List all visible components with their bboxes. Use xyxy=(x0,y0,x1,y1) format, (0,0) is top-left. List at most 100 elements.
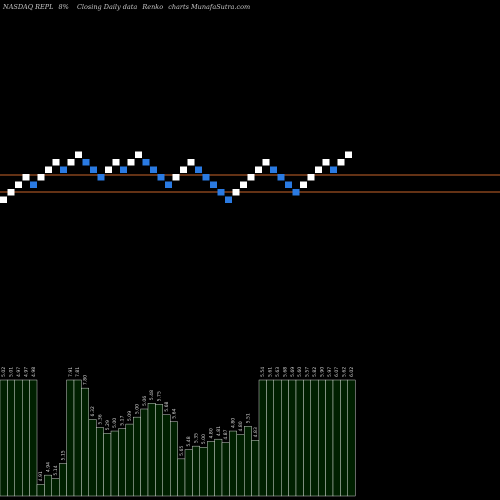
volume-bar-18 xyxy=(125,423,134,497)
volume-label-36: 5.54 xyxy=(260,367,266,377)
renko-brick-27 xyxy=(195,166,202,173)
renko-brick-24 xyxy=(172,174,180,181)
renko-brick-8 xyxy=(52,159,60,166)
volume-label-27: 5.35 xyxy=(194,433,200,443)
volume-label-6: 4.91 xyxy=(38,471,44,481)
volume-bar-32 xyxy=(229,430,237,497)
volume-label-10: 7.91 xyxy=(68,367,74,377)
renko-brick-16 xyxy=(112,159,120,166)
volume-bar-30 xyxy=(214,438,223,497)
renko-brick-22 xyxy=(157,174,165,181)
volume-label-34: 5.51 xyxy=(245,413,251,423)
renko-brick-19 xyxy=(135,151,142,158)
renko-brick-4 xyxy=(22,174,30,181)
volume-label-19: 5.00 xyxy=(134,404,140,414)
volume-label-48: 6.02 xyxy=(349,367,355,377)
volume-label-5: 4.98 xyxy=(31,367,37,377)
renko-brick-42 xyxy=(307,174,315,181)
volume-bar-22 xyxy=(155,404,163,497)
volume-bar-4 xyxy=(22,379,30,497)
renko-brick-12 xyxy=(82,159,90,166)
renko-brick-17 xyxy=(120,166,127,173)
volume-label-35: 4.83 xyxy=(253,427,259,437)
renko-brick-26 xyxy=(187,159,195,166)
renko-brick-36 xyxy=(262,159,270,166)
renko-bricks xyxy=(0,151,352,203)
renko-brick-10 xyxy=(67,159,75,166)
volume-label-26: 5.48 xyxy=(186,436,192,446)
volume-bar-8 xyxy=(51,478,60,497)
volume-bar-7 xyxy=(44,474,53,497)
renko-brick-43 xyxy=(315,166,322,173)
renko-brick-14 xyxy=(97,174,105,181)
renko-brick-45 xyxy=(330,166,337,173)
volume-label-23: 5.68 xyxy=(164,401,170,411)
renko-brick-7 xyxy=(45,166,52,173)
volume-bar-23 xyxy=(162,414,171,497)
volume-bar-1 xyxy=(0,379,8,497)
volume-bar-6 xyxy=(36,484,45,497)
volume-label-33: 4.80 xyxy=(238,421,244,431)
renko-brick-13 xyxy=(90,166,97,173)
volume-label-7: 4.94 xyxy=(46,462,52,472)
renko-brick-44 xyxy=(322,159,330,166)
header-brand: charts MunafaSutra.com xyxy=(168,3,250,11)
renko-brick-3 xyxy=(15,181,22,188)
volume-label-40: 5.69 xyxy=(290,367,296,377)
volume-label-31: 4.87 xyxy=(223,429,229,439)
renko-brick-6 xyxy=(37,174,45,181)
renko-brick-41 xyxy=(300,181,307,188)
renko-brick-30 xyxy=(217,189,225,196)
renko-brick-9 xyxy=(60,166,67,173)
volume-bar-29 xyxy=(206,441,215,497)
volume-label-39: 5.68 xyxy=(282,367,288,377)
volume-bar-13 xyxy=(88,419,97,497)
volume-bar-14 xyxy=(95,427,104,497)
renko-brick-5 xyxy=(30,181,37,188)
volume-bar-10 xyxy=(66,379,75,497)
volume-bar-26 xyxy=(184,449,193,497)
renko-brick-18 xyxy=(127,159,135,166)
volume-label-37: 5.61 xyxy=(268,367,274,377)
volume-label-46: 6.07 xyxy=(334,367,340,377)
volume-label-15: 5.29 xyxy=(105,420,111,430)
volume-bar-33 xyxy=(236,434,245,497)
volume-label-42: 5.57 xyxy=(305,367,311,377)
volume-label-25: 5.65 xyxy=(179,446,185,456)
volume-label-38: 5.63 xyxy=(275,367,281,377)
volume-bar-25 xyxy=(177,458,186,497)
volume-bar-42 xyxy=(303,379,311,497)
volume-label-29: 4.80 xyxy=(208,428,214,438)
volume-label-4: 4.97 xyxy=(23,367,29,377)
volume-bar-19 xyxy=(132,416,141,497)
renko-brick-2 xyxy=(7,189,15,196)
volume-label-28: 5.00 xyxy=(201,434,207,444)
volume-bar-43 xyxy=(310,379,319,497)
header-ticker: NASDAQ REPL xyxy=(2,3,53,11)
volume-bar-20 xyxy=(140,408,149,497)
volume-label-41: 5.60 xyxy=(297,367,303,377)
volume-label-21: 5.48 xyxy=(149,390,155,400)
volume-label-22: 5.75 xyxy=(157,391,163,401)
volume-bar-5 xyxy=(29,379,38,497)
volume-label-9: 5.15 xyxy=(60,450,66,460)
volume-panel xyxy=(0,379,356,497)
volume-bar-40 xyxy=(288,379,297,497)
volume-label-12: 7.80 xyxy=(83,375,89,385)
volume-bar-45 xyxy=(325,379,334,497)
volume-bar-15 xyxy=(103,433,112,497)
volume-bar-21 xyxy=(147,403,156,497)
volume-bar-12 xyxy=(81,387,90,497)
volume-label-13: 6.32 xyxy=(90,406,96,416)
renko-brick-21 xyxy=(150,166,157,173)
renko-brick-37 xyxy=(270,166,277,173)
renko-brick-15 xyxy=(105,166,112,173)
volume-label-1: 5.02 xyxy=(1,367,7,377)
volume-label-11: 7.81 xyxy=(75,367,81,377)
renko-brick-40 xyxy=(292,189,300,196)
volume-label-14: 5.36 xyxy=(97,414,103,424)
volume-bar-36 xyxy=(258,379,267,497)
volume-bar-44 xyxy=(318,379,326,497)
volume-bar-16 xyxy=(110,430,119,497)
